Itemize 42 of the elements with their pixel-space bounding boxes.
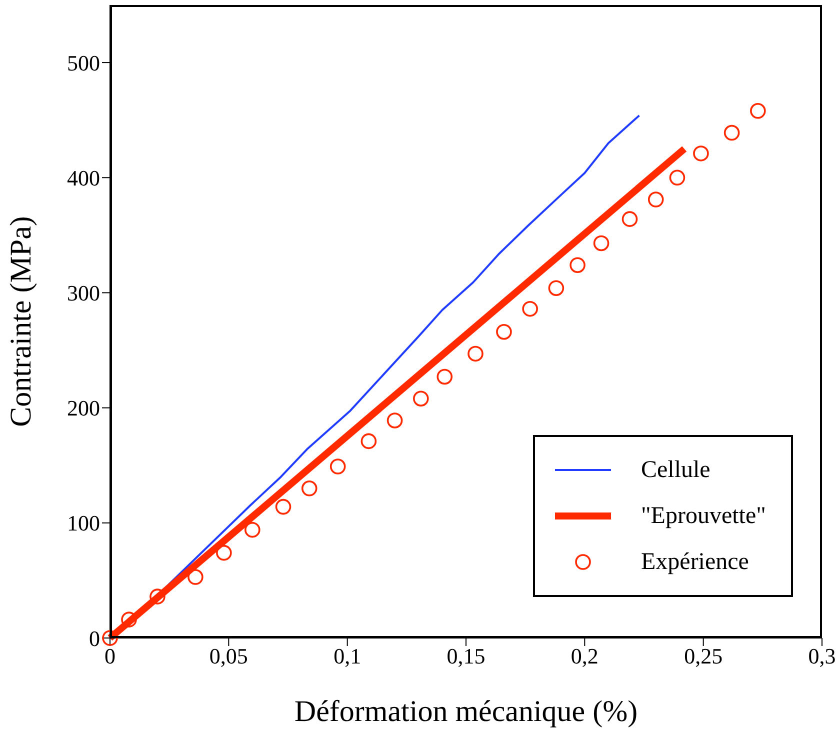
point xyxy=(622,211,638,227)
point xyxy=(693,146,709,162)
x-tick-label: 0,1 xyxy=(334,644,362,669)
x-tick-label: 0,2 xyxy=(570,644,598,669)
point xyxy=(275,498,292,515)
x-tick-label: 0,05 xyxy=(209,644,248,669)
point xyxy=(330,458,346,474)
legend-label: Expérience xyxy=(641,548,749,576)
point xyxy=(750,102,766,119)
x-tick-label: 0,25 xyxy=(684,644,723,669)
point xyxy=(360,433,377,450)
y-axis-title: Contrainte (MPa) xyxy=(4,216,38,427)
point xyxy=(669,170,686,186)
point xyxy=(188,569,204,585)
y-tick-label: 500 xyxy=(67,50,100,76)
point xyxy=(570,257,586,274)
point xyxy=(548,280,564,296)
y-tick-label: 100 xyxy=(67,510,100,536)
legend-label: Cellule xyxy=(641,456,710,484)
point xyxy=(593,235,610,252)
point xyxy=(724,124,740,141)
point xyxy=(121,612,137,628)
x-tick-label: 0 xyxy=(104,644,116,669)
point xyxy=(150,588,166,604)
y-tick-label: 200 xyxy=(67,396,100,421)
legend-label: "Eprouvette" xyxy=(641,502,766,530)
point xyxy=(436,368,453,385)
point xyxy=(216,544,232,561)
point xyxy=(496,324,512,340)
x-axis-title: Déformation mécanique (%) xyxy=(294,695,638,728)
point xyxy=(244,522,260,538)
point xyxy=(468,346,484,362)
point xyxy=(301,480,318,496)
point xyxy=(386,412,403,428)
point xyxy=(413,390,429,407)
point xyxy=(648,192,664,208)
y-tick-label: 400 xyxy=(67,165,100,190)
x-tick-label: 0,3 xyxy=(808,644,836,669)
y-tick-label: 0 xyxy=(89,626,100,651)
point xyxy=(522,300,538,317)
x-tick-label: 0,15 xyxy=(446,644,486,669)
y-tick-label: 300 xyxy=(67,280,100,306)
